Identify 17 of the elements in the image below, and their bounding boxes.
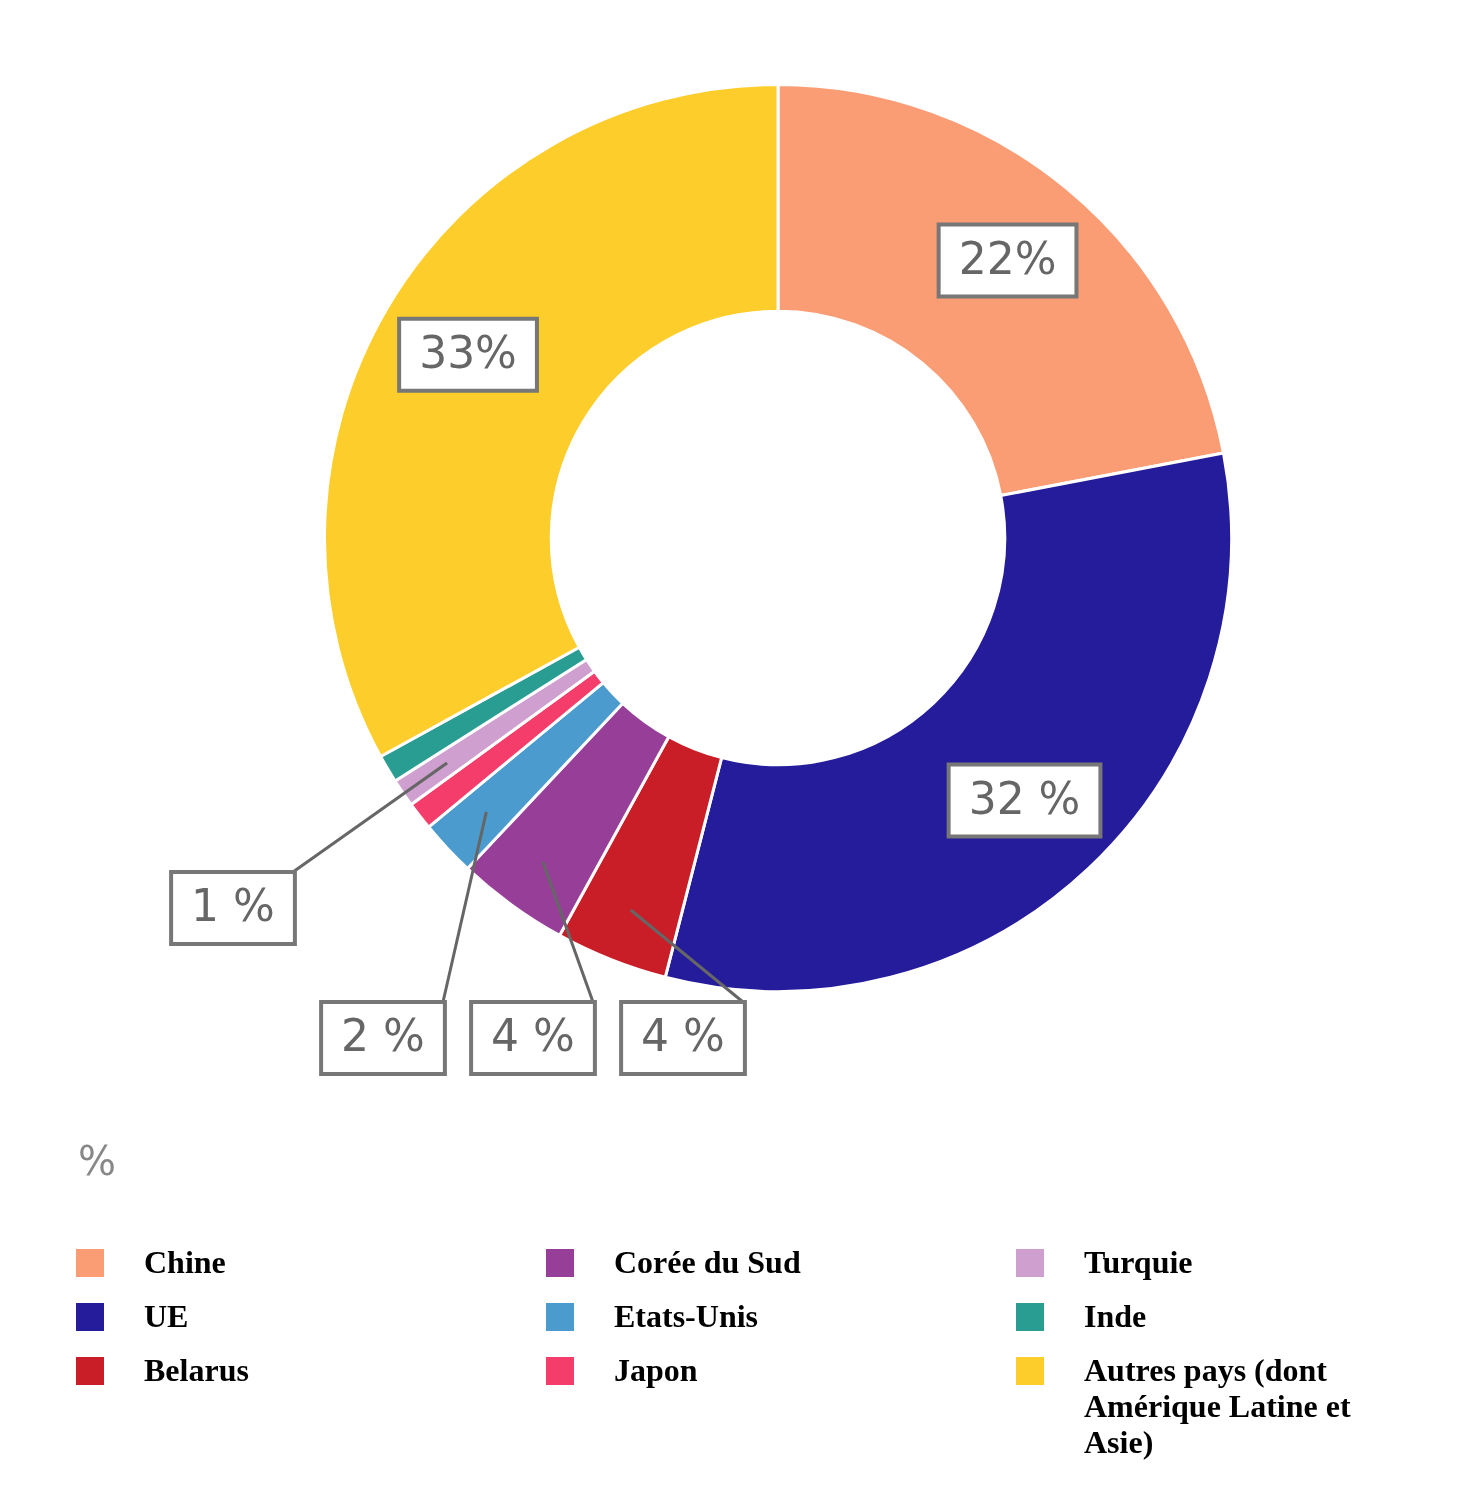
data-label: 32 % [968, 772, 1081, 824]
legend-label: Corée du Sud [614, 1244, 801, 1280]
legend-label: Etats-Unis [614, 1298, 759, 1334]
data-label: 4 % [491, 1010, 575, 1062]
legend-label: UE [144, 1298, 189, 1334]
legend-label: Japon [614, 1352, 698, 1388]
legend-label: Autres pays (dont Amérique Latine et Asie) [1084, 1352, 1352, 1460]
legend-label: Belarus [144, 1352, 249, 1388]
data-label: 1 % [191, 880, 275, 932]
data-label: 4 % [641, 1010, 725, 1062]
data-label: 22% [958, 232, 1057, 284]
data-label: 2 % [341, 1010, 425, 1062]
legend-label: Turquie [1084, 1244, 1193, 1280]
legend-label: Chine [144, 1244, 226, 1280]
data-label: 33% [419, 327, 517, 379]
legend-label: Inde [1084, 1298, 1147, 1334]
text: % [78, 1138, 117, 1184]
